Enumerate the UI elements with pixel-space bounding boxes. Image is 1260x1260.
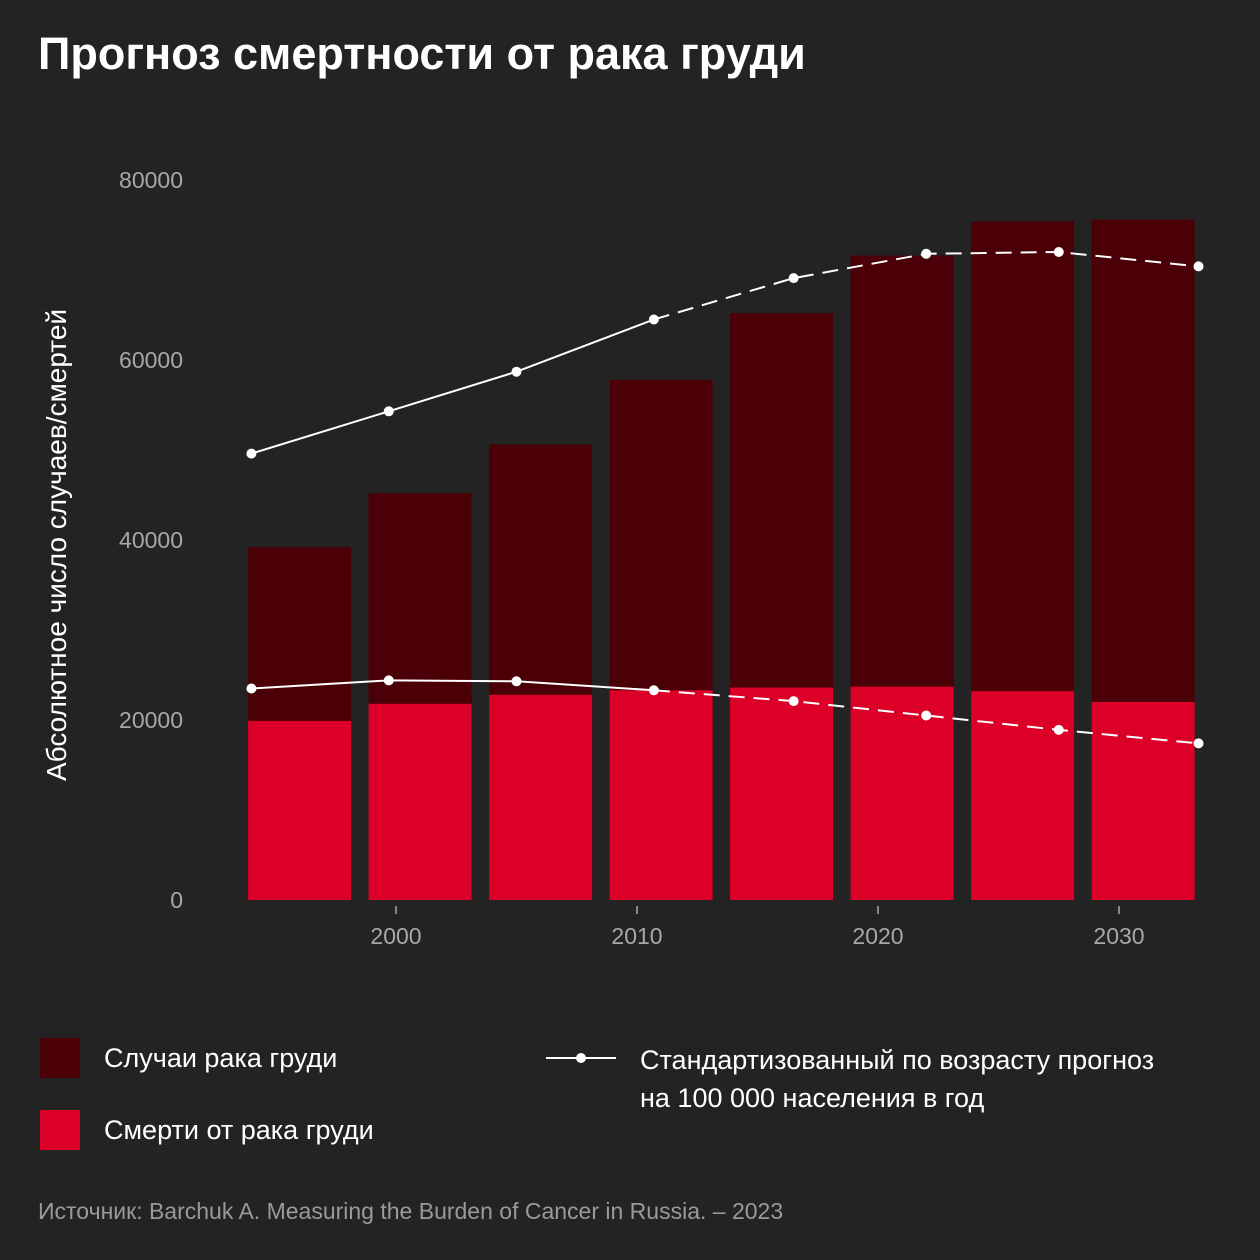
legend-deaths-label: Смерти от рака груди (104, 1114, 374, 1145)
legend-rate: Стандартизованный по возрасту прогноз на… (640, 1041, 1240, 1117)
rate-point-deaths (921, 710, 932, 721)
rate-point-deaths (511, 676, 522, 687)
y-tick-label: 0 (170, 887, 183, 913)
legend-cases: Случаи рака груди (40, 1038, 337, 1078)
bar-deaths (489, 694, 593, 900)
y-tick-label: 80000 (119, 167, 183, 193)
y-axis-label: Абсолютное число случаев/смертей (41, 309, 72, 781)
bar-deaths (730, 687, 834, 900)
rate-line-deaths-forecast (653, 689, 1199, 745)
chart-canvas: 0 20000 40000 60000 80000 2000 2010 2020 2030 А… (41, 167, 1204, 949)
x-axis: 2000 2010 2020 2030 (370, 906, 1145, 949)
rate-line-cases-actual (251, 318, 655, 455)
rate-point-deaths (788, 696, 799, 707)
bar-deaths (850, 686, 954, 900)
rate-point-cases (511, 366, 522, 377)
x-tick-label: 2020 (852, 923, 903, 949)
x-tick-label: 2030 (1093, 923, 1144, 949)
legend-cases-swatch (40, 1038, 80, 1078)
legend-line-icon (546, 1053, 616, 1063)
y-tick-label: 40000 (119, 527, 183, 553)
legend-rate-line1: Стандартизованный по возрасту прогноз (640, 1045, 1155, 1075)
rate-point-deaths (383, 675, 394, 686)
legend-deaths-swatch (40, 1110, 80, 1150)
rate-point-deaths (1193, 738, 1204, 749)
rate-point-cases (246, 448, 257, 459)
bar-deaths (609, 690, 713, 900)
source-note: Источник: Barchuk A. Measuring the Burde… (38, 1198, 784, 1224)
x-tick-label: 2000 (370, 923, 421, 949)
x-tick-label: 2010 (611, 923, 662, 949)
chart-title: Прогноз смертности от рака груди (38, 28, 806, 79)
bar-deaths (1091, 702, 1195, 900)
y-tick-label: 60000 (119, 347, 183, 373)
rate-point-cases (921, 248, 932, 259)
y-tick-label: 20000 (119, 707, 183, 733)
bar-deaths (368, 703, 472, 900)
bar-deaths (248, 720, 352, 900)
rate-point-deaths (1053, 724, 1064, 735)
rate-point-deaths (246, 683, 257, 694)
rate-point-cases (383, 406, 394, 417)
rate-point-cases (648, 314, 659, 325)
legend-rate-line2: на 100 000 населения в год (640, 1083, 985, 1113)
rate-point-deaths (648, 685, 659, 696)
y-axis: 0 20000 40000 60000 80000 (119, 167, 183, 913)
rate-lines (246, 247, 1204, 749)
bars (248, 219, 1195, 901)
legend-deaths: Смерти от рака груди (40, 1110, 374, 1150)
rate-point-cases (1053, 247, 1064, 257)
legend-cases-label: Случаи рака груди (104, 1042, 338, 1073)
rate-point-cases (788, 273, 799, 284)
rate-line-deaths-actual (251, 679, 654, 692)
rate-point-cases (1193, 261, 1204, 272)
